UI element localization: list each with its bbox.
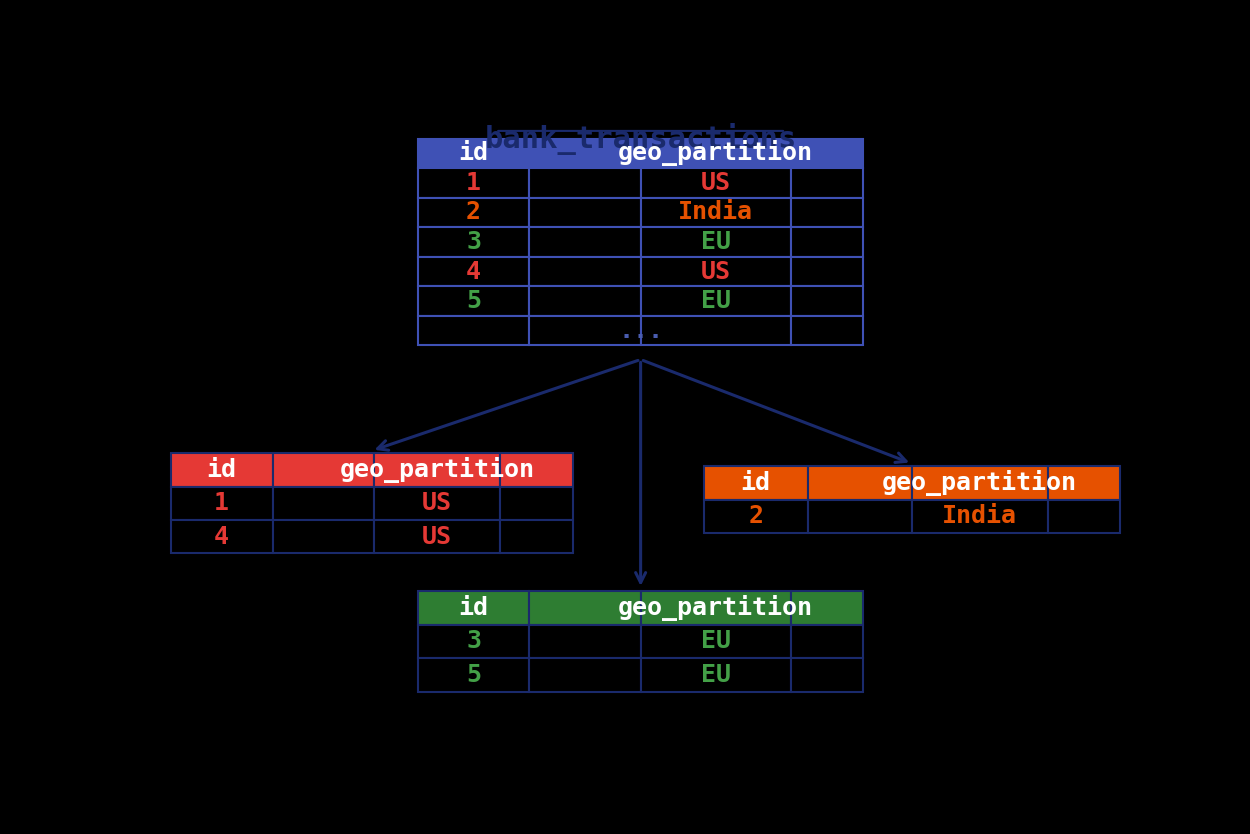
FancyBboxPatch shape: [171, 454, 272, 487]
Text: bank_transactions: bank_transactions: [485, 123, 796, 154]
Text: 5: 5: [466, 663, 481, 687]
Text: id: id: [459, 142, 489, 165]
Text: 5: 5: [466, 289, 481, 313]
FancyBboxPatch shape: [1048, 466, 1120, 500]
FancyBboxPatch shape: [641, 658, 791, 691]
FancyBboxPatch shape: [791, 257, 864, 286]
FancyBboxPatch shape: [791, 138, 864, 168]
FancyBboxPatch shape: [374, 487, 500, 520]
FancyBboxPatch shape: [418, 591, 529, 625]
Text: EU: EU: [701, 630, 731, 653]
FancyBboxPatch shape: [500, 520, 572, 554]
FancyBboxPatch shape: [374, 454, 500, 487]
FancyBboxPatch shape: [500, 487, 572, 520]
FancyBboxPatch shape: [418, 138, 529, 168]
Text: 2: 2: [466, 200, 481, 224]
FancyBboxPatch shape: [529, 316, 641, 345]
Text: 2: 2: [749, 505, 764, 528]
FancyBboxPatch shape: [529, 138, 641, 168]
FancyBboxPatch shape: [641, 138, 791, 168]
FancyBboxPatch shape: [418, 286, 529, 316]
FancyBboxPatch shape: [500, 454, 572, 487]
Text: India: India: [942, 505, 1017, 528]
FancyBboxPatch shape: [171, 487, 272, 520]
FancyBboxPatch shape: [529, 591, 641, 625]
Text: 3: 3: [466, 630, 481, 653]
FancyBboxPatch shape: [529, 227, 641, 257]
FancyBboxPatch shape: [418, 625, 529, 658]
Text: US: US: [422, 525, 452, 549]
Text: India: India: [679, 200, 754, 224]
FancyBboxPatch shape: [641, 286, 791, 316]
Text: US: US: [701, 259, 731, 284]
FancyBboxPatch shape: [418, 316, 529, 345]
Text: id: id: [741, 471, 771, 495]
Text: geo_partition: geo_partition: [882, 470, 1078, 496]
FancyBboxPatch shape: [641, 625, 791, 658]
FancyBboxPatch shape: [808, 466, 912, 500]
Text: ...: ...: [619, 319, 662, 343]
FancyBboxPatch shape: [791, 286, 864, 316]
Text: geo_partition: geo_partition: [619, 140, 814, 166]
FancyBboxPatch shape: [791, 316, 864, 345]
FancyBboxPatch shape: [272, 520, 374, 554]
FancyBboxPatch shape: [791, 168, 864, 198]
FancyBboxPatch shape: [641, 198, 791, 227]
FancyBboxPatch shape: [418, 227, 529, 257]
Text: id: id: [459, 596, 489, 620]
FancyBboxPatch shape: [641, 316, 791, 345]
Text: EU: EU: [701, 289, 731, 313]
FancyBboxPatch shape: [641, 257, 791, 286]
FancyBboxPatch shape: [171, 520, 272, 554]
FancyBboxPatch shape: [641, 168, 791, 198]
FancyBboxPatch shape: [418, 257, 529, 286]
Text: 3: 3: [466, 230, 481, 254]
Text: id: id: [206, 458, 236, 482]
FancyBboxPatch shape: [529, 625, 641, 658]
Text: US: US: [701, 171, 731, 195]
FancyBboxPatch shape: [791, 198, 864, 227]
FancyBboxPatch shape: [791, 591, 864, 625]
FancyBboxPatch shape: [704, 466, 808, 500]
Text: US: US: [422, 491, 452, 515]
FancyBboxPatch shape: [912, 466, 1048, 500]
FancyBboxPatch shape: [272, 487, 374, 520]
FancyBboxPatch shape: [704, 500, 808, 533]
Text: 1: 1: [466, 171, 481, 195]
FancyBboxPatch shape: [418, 658, 529, 691]
FancyBboxPatch shape: [791, 658, 864, 691]
Text: 4: 4: [466, 259, 481, 284]
FancyBboxPatch shape: [1048, 500, 1120, 533]
FancyBboxPatch shape: [641, 591, 791, 625]
FancyBboxPatch shape: [529, 286, 641, 316]
Text: 4: 4: [214, 525, 229, 549]
FancyBboxPatch shape: [912, 500, 1048, 533]
Text: geo_partition: geo_partition: [340, 457, 535, 483]
Text: EU: EU: [701, 663, 731, 687]
FancyBboxPatch shape: [374, 520, 500, 554]
FancyBboxPatch shape: [272, 454, 374, 487]
FancyBboxPatch shape: [529, 658, 641, 691]
Text: geo_partition: geo_partition: [619, 595, 814, 621]
Text: 1: 1: [214, 491, 229, 515]
FancyBboxPatch shape: [808, 500, 912, 533]
Text: EU: EU: [701, 230, 731, 254]
FancyBboxPatch shape: [418, 198, 529, 227]
FancyBboxPatch shape: [791, 227, 864, 257]
FancyBboxPatch shape: [791, 625, 864, 658]
FancyBboxPatch shape: [641, 227, 791, 257]
FancyBboxPatch shape: [529, 168, 641, 198]
FancyBboxPatch shape: [529, 257, 641, 286]
FancyBboxPatch shape: [418, 168, 529, 198]
FancyBboxPatch shape: [529, 198, 641, 227]
